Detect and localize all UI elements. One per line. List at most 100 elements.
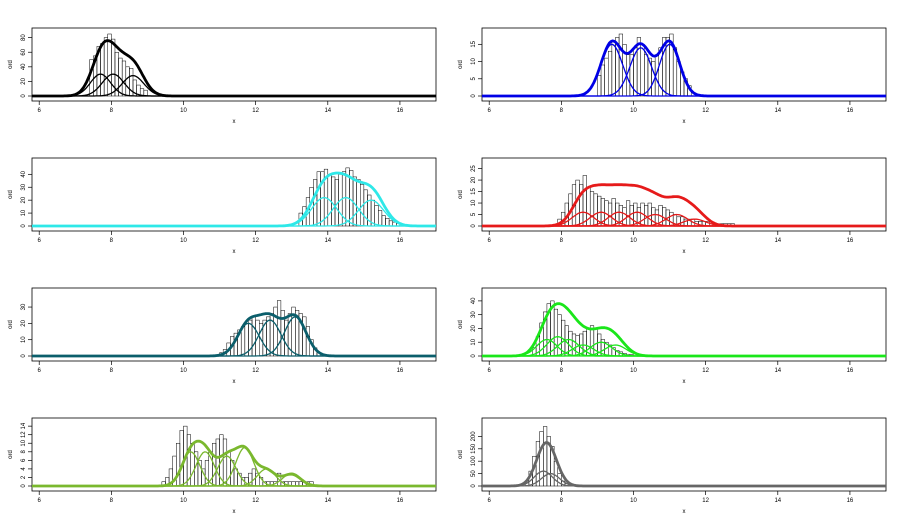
histogram-bar xyxy=(352,176,357,227)
histogram-bar xyxy=(640,44,645,97)
y-tick-label: 40 xyxy=(21,63,27,70)
x-tick-label: 8 xyxy=(110,238,114,244)
y-tick-label: 5 xyxy=(471,76,477,80)
histogram-bar xyxy=(647,202,652,227)
chart-panel-3: 6 8 10 12 14 16 0 10 20 30 40 x ord xyxy=(8,157,437,255)
x-tick-label: 6 xyxy=(38,368,42,374)
x-tick-label: 10 xyxy=(630,238,637,244)
histogram-bar xyxy=(176,442,181,487)
histogram-bar xyxy=(626,200,631,227)
histogram-bar xyxy=(629,205,634,227)
histogram-bar xyxy=(378,210,383,227)
component-density-curve xyxy=(482,344,886,357)
y-axis-label: ord xyxy=(458,320,464,329)
y-tick-label: 0 xyxy=(471,224,477,228)
mixture-density-curve xyxy=(482,441,886,488)
x-tick-label: 8 xyxy=(560,108,564,114)
y-tick-label: 40 xyxy=(21,170,27,177)
plot-frame xyxy=(481,157,887,232)
chart-panel-6: 6 8 10 12 14 16 0 10 20 30 40 x ord xyxy=(458,287,887,385)
plot-frame xyxy=(31,417,437,492)
mixture-density-curve xyxy=(482,302,886,358)
y-tick-label: 50 xyxy=(471,470,477,477)
x-tick-label: 6 xyxy=(38,498,42,504)
y-tick-label: 200 xyxy=(471,431,477,442)
x-tick-label: 8 xyxy=(560,238,564,244)
chart-panel-4: 6 8 10 12 14 16 0 5 10 15 20 25 x ord xyxy=(458,157,887,255)
y-tick-label: 6 xyxy=(21,458,27,462)
plot-frame xyxy=(31,287,437,362)
histogram-bar xyxy=(608,202,613,227)
x-tick-label: 12 xyxy=(252,368,259,374)
y-tick-label: 20 xyxy=(21,319,27,326)
y-tick-label: 0 xyxy=(21,354,27,358)
x-axis-label: x xyxy=(233,379,236,385)
x-tick-label: 10 xyxy=(180,238,187,244)
y-tick-label: 0 xyxy=(21,94,27,98)
x-tick-label: 16 xyxy=(397,238,404,244)
x-tick-label: 16 xyxy=(847,238,854,244)
x-tick-label: 10 xyxy=(180,108,187,114)
x-tick-label: 10 xyxy=(180,498,187,504)
x-tick-label: 8 xyxy=(110,498,114,504)
histogram-bar xyxy=(251,316,256,357)
x-tick-label: 8 xyxy=(110,108,114,114)
x-axis-label: x xyxy=(233,119,236,125)
histogram-bar xyxy=(644,54,649,97)
mixture-density-curve xyxy=(482,183,886,228)
x-tick-label: 12 xyxy=(252,498,259,504)
x-tick-label: 8 xyxy=(560,498,564,504)
y-axis-label: ord xyxy=(8,320,14,329)
x-tick-label: 16 xyxy=(847,368,854,374)
mixture-density-curve xyxy=(482,39,886,98)
component-density-curve xyxy=(482,470,886,487)
histogram-bar xyxy=(582,175,587,227)
histogram-bar xyxy=(222,438,228,487)
x-tick-label: 14 xyxy=(324,368,331,374)
y-axis-label: ord xyxy=(458,60,464,69)
x-axis-label: x xyxy=(683,509,686,515)
component-density-curve xyxy=(32,199,436,227)
histogram-bar xyxy=(125,66,130,97)
y-axis-label: ord xyxy=(458,190,464,199)
histogram-bar xyxy=(611,198,616,227)
plot-frame xyxy=(481,417,887,492)
y-tick-label: 0 xyxy=(21,484,27,488)
x-tick-label: 12 xyxy=(252,238,259,244)
histogram-bar xyxy=(363,189,368,227)
x-tick-label: 6 xyxy=(38,108,42,114)
y-tick-label: 10 xyxy=(21,439,27,446)
x-tick-label: 12 xyxy=(702,498,709,504)
y-tick-label: 0 xyxy=(21,224,27,228)
component-density-curve xyxy=(482,336,886,357)
histogram-bar xyxy=(651,207,656,227)
histogram-bar xyxy=(571,333,577,357)
histogram-bar xyxy=(121,60,127,97)
y-tick-label: 5 xyxy=(471,212,477,216)
x-tick-label: 10 xyxy=(630,368,637,374)
plot-frame xyxy=(31,27,437,102)
y-axis-label: ord xyxy=(8,450,14,459)
y-tick-label: 20 xyxy=(471,324,477,331)
histogram-bar xyxy=(385,218,390,227)
histogram-bar xyxy=(611,40,616,97)
histogram-bar xyxy=(103,37,109,97)
y-tick-label: 100 xyxy=(471,456,477,467)
histogram-bar xyxy=(356,179,361,227)
y-tick-label: 0 xyxy=(471,484,477,488)
plot-frame xyxy=(481,287,887,362)
x-axis-label: x xyxy=(683,249,686,255)
x-tick-label: 16 xyxy=(847,498,854,504)
y-tick-label: 150 xyxy=(471,443,477,454)
x-tick-label: 14 xyxy=(324,498,331,504)
y-tick-label: 80 xyxy=(21,34,27,41)
y-tick-label: 60 xyxy=(21,48,27,55)
y-tick-label: 10 xyxy=(471,338,477,345)
x-tick-label: 10 xyxy=(180,368,187,374)
y-tick-label: 15 xyxy=(471,188,477,195)
x-tick-label: 14 xyxy=(774,108,781,114)
histogram-bar xyxy=(100,43,105,97)
x-tick-label: 6 xyxy=(488,498,492,504)
